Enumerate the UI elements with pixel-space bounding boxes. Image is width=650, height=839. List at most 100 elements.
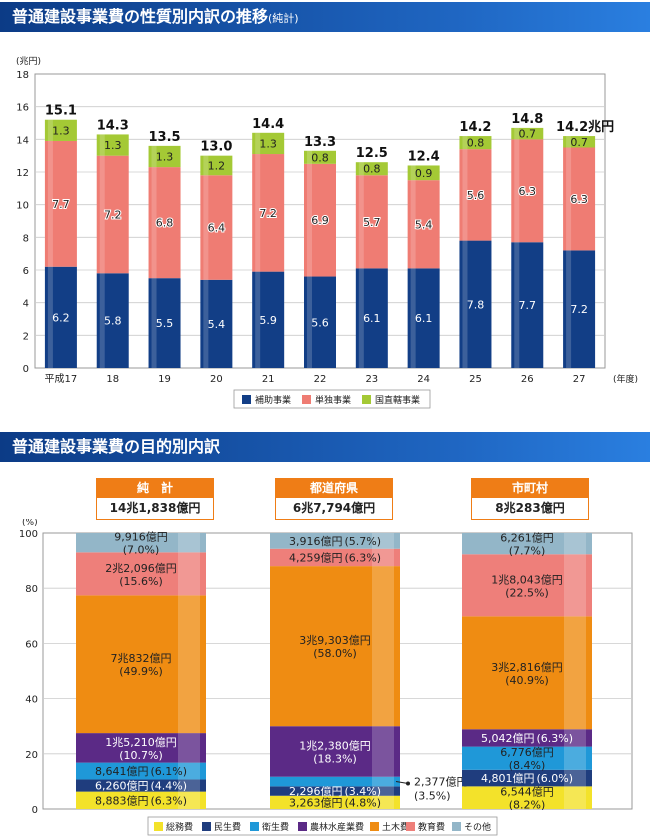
y-tick-label-8: 16 [16,103,29,114]
bar-0-2 [148,278,181,368]
seg-1-3 [270,726,400,777]
bar-0-8 [459,240,492,368]
bar-value-label-1-5: 6.9 [311,214,329,227]
seg-0-3 [76,733,206,763]
bar-value-label-2-0: 1.3 [52,124,70,137]
y-unit-label: (兆円) [16,56,41,67]
y2-tick-label-0: 0 [32,805,38,816]
seg-sheen-0-3 [178,733,200,763]
seg-2-6 [462,533,592,555]
seg-pct-0-0: (6.3%) [150,794,187,807]
bar-total-label-2: 13.5 [149,130,181,145]
seg-pct-2-3: (6.3%) [536,732,573,745]
seg-label-1-5: 4,259億円 (6.3%) [289,551,381,564]
bar-value-label-0-2: 5.5 [156,317,174,330]
seg-1-6 [270,533,400,549]
column-header-2: 市町村 8兆283億円 [471,478,589,520]
bar-2-5 [304,150,336,164]
y2-tick-label-2: 40 [25,695,38,706]
bar-sheen-2-3 [203,155,209,176]
bar-1-7 [407,180,440,269]
bar-value-label-1-1: 7.2 [104,208,122,221]
seg-label-1-3: 1兆2,380億円 [299,739,371,752]
seg-sheen-1-1 [372,786,394,796]
bar-total-label-4: 14.4 [252,117,284,132]
bar-1-2 [148,167,181,279]
seg-pct-1-0: (4.8%) [344,796,381,809]
legend-label-1: 単独事業 [315,394,351,406]
x-tick-label-0: 平成17 [45,373,78,385]
bar-total-label-3: 13.0 [200,140,232,155]
y-tick-label-5: 10 [16,201,29,212]
seg-pct-2-6: (7.7%) [509,545,546,558]
seg-0-0 [76,791,206,809]
y-tick-label-4: 8 [23,233,29,244]
seg-label-2-2: 6,776億円 [500,746,554,759]
seg-pct-2-0: (8.2%) [509,799,546,812]
bar-2-6 [355,162,388,176]
bar-1-5 [304,163,336,277]
seg-sheen-1-0 [372,795,394,809]
seg-label-2-4: 3兆2,816億円 [491,661,563,674]
bar-0-9 [511,242,544,368]
bar-value-label-1-0: 7.7 [52,198,70,211]
y2-tick-label-3: 60 [25,639,38,650]
x-tick-label-1: 18 [106,374,119,385]
seg-sheen-1-6 [372,533,394,549]
y-tick-label-0: 0 [23,364,29,375]
seg-label-2-6: 6,261億円 [500,532,554,545]
seg-label-0-4: 7兆832億円 [111,652,172,665]
legend2-label-0: 総務費 [166,821,193,833]
seg-sheen-0-1 [178,779,200,792]
column-name-1: 都道府県 [275,478,393,498]
bar-sheen-1-6 [358,175,364,269]
seg-sheen-1-2 [372,776,394,787]
bar-total-label-6: 12.5 [356,146,388,161]
bar-value-label-0-3: 5.4 [208,318,226,331]
bar-value-label-2-7: 0.9 [415,167,433,180]
y-tick-label-7: 14 [16,135,29,146]
bar-2-0 [44,119,77,141]
seg-2-2 [462,746,592,770]
seg-label-0-1: 6,260億円 (4.4%) [95,780,187,793]
bar-value-label-1-10: 6.3 [570,193,588,206]
bar-value-label-0-4: 5.9 [259,314,277,327]
y2-tick-label-5: 100 [19,529,38,540]
legend-box [233,389,431,409]
bar-value-label-1-7: 5.4 [415,218,433,231]
bar-sheen-0-6 [358,268,364,368]
bar-sheen-2-1 [99,134,105,156]
seg-2-1 [462,769,592,787]
bar-sheen-0-8 [462,240,468,368]
seg-1-1 [270,786,400,796]
bar-value-label-1-4: 7.2 [259,207,277,220]
seg-sheen-1-4 [372,566,394,727]
seg-pct-2-4: (40.9%) [505,674,549,687]
x-tick-label-5: 22 [314,374,327,385]
legend2-label-3: 農林水産業費 [310,821,364,833]
section2-title: 普通建設事業費の目的別内訳 [12,437,221,456]
bar-sheen-0-4 [255,271,261,368]
column-name-2: 市町村 [471,478,589,498]
bar-value-label-0-5: 5.6 [311,316,329,329]
legend2-swatch-5 [406,822,415,831]
y-tick-label-3: 6 [23,266,29,277]
bar-sheen-0-7 [410,268,416,368]
seg-pct-1-2: (3.5%) [414,790,451,803]
legend2-label-6: その他 [464,821,491,833]
seg-0-6 [76,533,206,553]
seg-1-5 [270,548,400,567]
seg-sheen-1-3 [372,726,394,777]
legend2-swatch-0 [154,822,163,831]
legend-swatch-0 [242,395,251,404]
seg-label-1-2: 2,377億円 [414,776,468,789]
x-tick-label-4: 21 [262,374,275,385]
seg-sheen-2-5 [564,554,586,617]
seg-2-3 [462,729,592,747]
seg-label-0-5: 2兆2,096億円 [105,562,177,575]
seg-0-4 [76,595,206,734]
bar-value-label-1-8: 5.6 [467,189,485,202]
bar-sheen-0-5 [307,276,312,368]
bar-0-7 [407,268,440,368]
bar-value-label-1-3: 6.4 [208,222,226,235]
